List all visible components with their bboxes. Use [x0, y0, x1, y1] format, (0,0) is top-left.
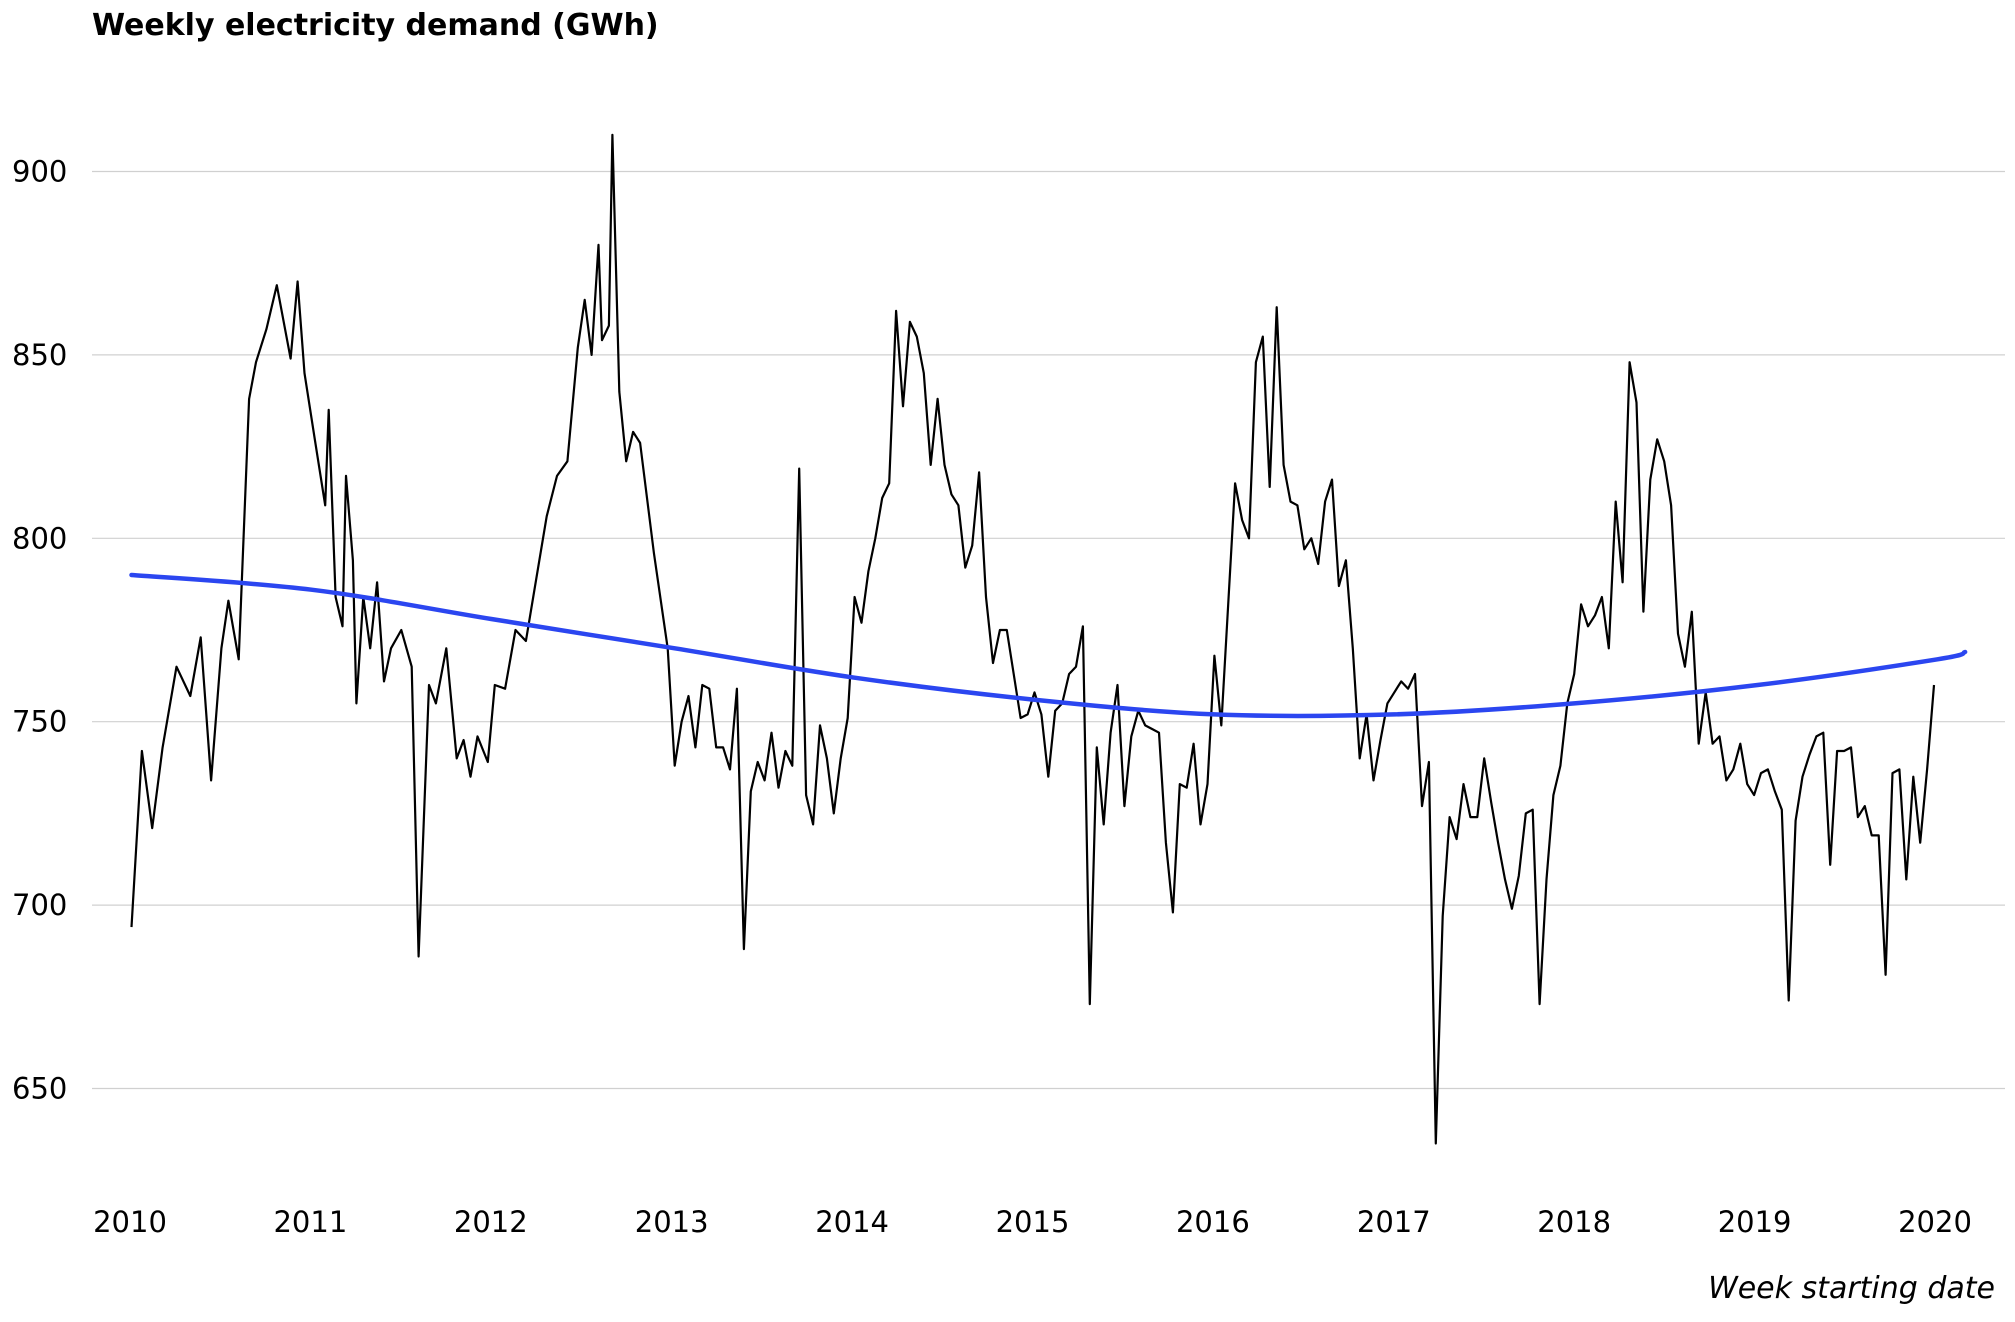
y-tick-label: 900 [12, 155, 67, 189]
trend-line [129, 572, 1968, 719]
y-tick-label: 700 [12, 888, 67, 922]
x-axis-label: Week starting date [1708, 1271, 1995, 1306]
x-tick-label: 2020 [1898, 1205, 1972, 1239]
chart-title: Weekly electricity demand (GWh) [92, 8, 659, 43]
series-layer [129, 133, 1968, 1145]
x-tick-label: 2018 [1537, 1205, 1611, 1239]
x-tick-label: 2013 [635, 1205, 709, 1239]
x-tick-label: 2019 [1718, 1205, 1792, 1239]
x-tick-label: 2014 [815, 1205, 889, 1239]
y-axis-tick-labels: 650 700 750 800 850 900 [12, 155, 67, 1106]
x-tick-label: 2015 [996, 1205, 1070, 1239]
x-tick-label: 2010 [93, 1205, 167, 1239]
x-axis-tick-labels: 2010 2011 2012 2013 2014 2015 2016 2017 2018 2019… [93, 1205, 1972, 1239]
weekly-demand-line [130, 133, 1936, 1145]
y-tick-label: 650 [12, 1072, 67, 1106]
grid-lines [92, 170, 2005, 1090]
y-tick-label: 850 [12, 338, 67, 372]
x-tick-label: 2016 [1176, 1205, 1250, 1239]
y-tick-label: 750 [12, 705, 67, 739]
y-tick-label: 800 [12, 521, 67, 555]
x-tick-label: 2017 [1357, 1205, 1431, 1239]
x-tick-label: 2012 [454, 1205, 528, 1239]
x-tick-label: 2011 [273, 1205, 347, 1239]
